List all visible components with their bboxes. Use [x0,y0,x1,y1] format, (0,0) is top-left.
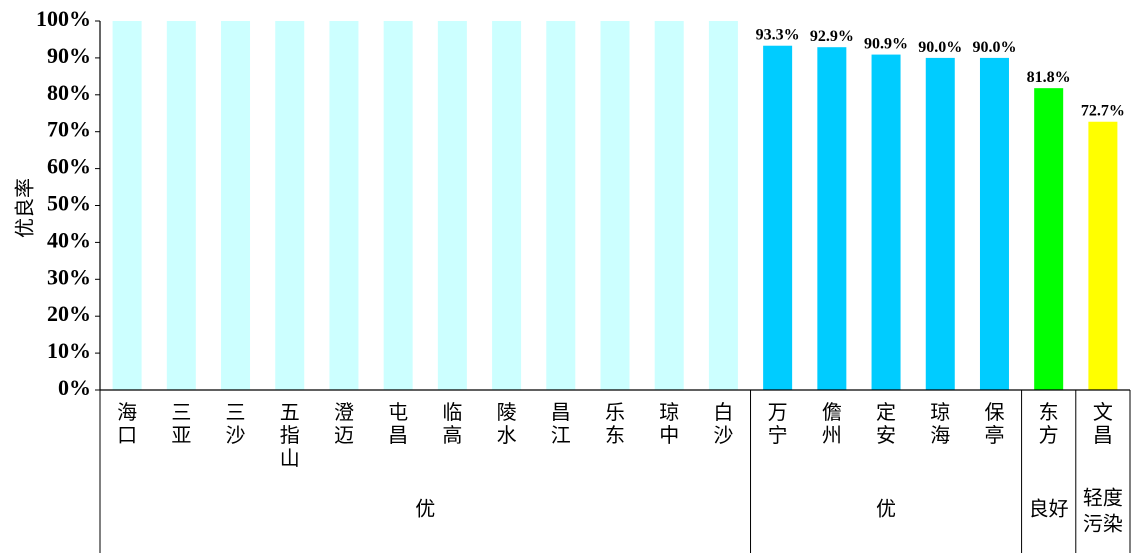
y-tick-label: 90% [47,43,91,68]
category-label: 昌 [388,423,408,447]
bar [1088,121,1118,390]
category-label: 指 [280,423,300,447]
category-label: 亭 [984,423,1004,447]
category-label: 迈 [334,423,354,447]
bar-value-label: 93.3% [756,27,800,44]
category-label: 沙 [713,423,733,447]
category-label: 昌 [551,400,571,424]
y-tick-label: 50% [47,191,91,216]
y-axis-title: 优良率 [13,178,37,238]
bar-value-label: 81.8% [1027,69,1071,86]
bar [654,21,684,390]
category-label: 东 [1039,400,1059,424]
category-label: 三 [171,400,191,424]
category-label: 口 [117,423,137,447]
bar [708,21,738,390]
bar-value-label: 92.9% [810,28,854,45]
category-label: 临 [442,400,462,424]
bar [1034,88,1064,391]
category-label: 万 [768,400,788,424]
bar [492,21,522,390]
category-label: 水 [497,423,517,447]
y-tick-label: 30% [47,264,91,289]
bar-value-label: 72.7% [1081,103,1125,120]
bar [275,21,305,390]
group-label: 污染 [1083,512,1123,536]
group-label: 良好 [1029,497,1069,521]
category-label: 海 [117,400,137,424]
bar [817,47,847,390]
category-label: 中 [659,423,679,447]
x-axis: 海口三亚三沙五指山澄迈屯昌临高陵水昌江乐东琼中白沙万宁儋州定安琼海保亭东方文昌优… [99,389,1131,553]
category-label: 三 [226,400,246,424]
category-label: 文 [1093,400,1113,424]
bar [546,21,576,390]
y-tick-label: 40% [47,227,91,252]
category-label: 定 [876,400,896,424]
bar-value-label: 90.0% [972,39,1016,56]
y-tick-label: 0% [58,375,91,400]
category-label: 昌 [1093,423,1113,447]
category-label: 安 [876,423,896,447]
category-label: 乐 [605,400,625,424]
data-labels: 93.3% 92.9% 90.9% 90.0% 90.0% 81.8% 72.7% [756,27,1125,120]
y-tick-label: 20% [47,301,91,326]
bar-value-label: 90.0% [918,39,962,56]
category-label: 山 [280,446,300,470]
y-tick-label: 10% [47,338,91,363]
bar [166,21,196,390]
bars [112,21,1118,391]
bar [871,54,901,390]
group-label: 优 [876,497,896,521]
category-label: 保 [984,400,1004,424]
bar-value-label: 90.9% [864,36,908,53]
category-label: 江 [551,423,571,447]
y-tick-label: 60% [47,154,91,179]
category-label: 琼 [659,400,679,424]
category-label: 东 [605,423,625,447]
category-label: 儋 [822,400,842,424]
bar [925,57,955,391]
category-label: 五 [280,400,300,424]
group-label: 轻度 [1083,486,1123,510]
category-label: 州 [822,423,842,447]
category-label: 宁 [768,423,788,447]
y-tick-label: 100% [36,6,91,31]
bar [329,21,359,390]
group-label: 优 [415,497,435,521]
category-label: 方 [1039,423,1059,447]
category-label: 琼 [930,400,950,424]
category-label: 亚 [171,423,191,447]
y-axis-ticks: 0% 10% 20% 30% 40% 50% 60% 70% 80% 90% 100% [36,6,101,400]
bar [383,21,413,390]
bar [221,21,251,390]
category-label: 澄 [334,400,354,424]
bar [600,21,630,390]
category-label: 沙 [226,423,246,447]
y-tick-label: 70% [47,117,91,142]
bar [979,57,1009,391]
category-label: 陵 [497,400,517,424]
category-label: 海 [930,423,950,447]
category-label: 高 [442,423,462,447]
category-label: 白 [713,400,733,424]
category-label: 屯 [388,400,408,424]
bar [112,21,142,390]
y-tick-label: 80% [47,80,91,105]
bar [763,45,793,391]
bar [437,21,467,390]
